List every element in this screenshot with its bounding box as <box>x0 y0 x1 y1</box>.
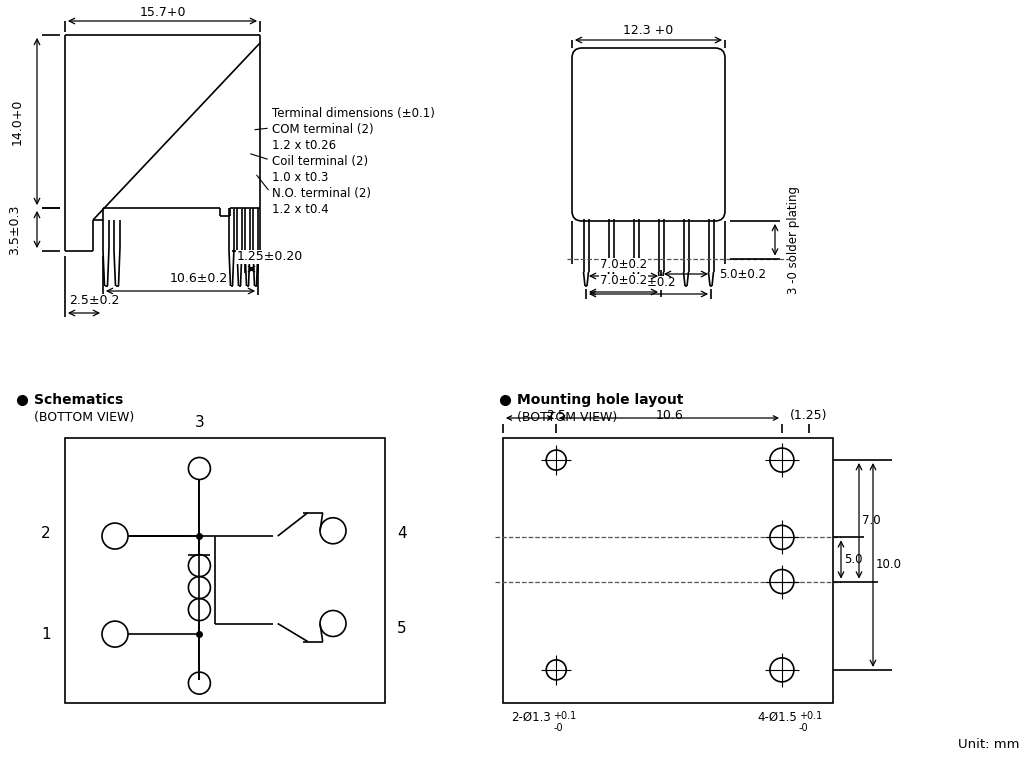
Text: 12.3 +0: 12.3 +0 <box>624 24 673 37</box>
Text: (BOTTOM VIEW): (BOTTOM VIEW) <box>517 410 617 423</box>
Text: 10.0±0.2: 10.0±0.2 <box>621 276 676 289</box>
Text: 3: 3 <box>194 415 205 430</box>
Text: 1.2 x t0.26: 1.2 x t0.26 <box>272 139 336 152</box>
Text: 1: 1 <box>41 626 51 642</box>
Bar <box>503 438 833 703</box>
Text: Schematics: Schematics <box>34 393 123 407</box>
Text: +0.1
-0: +0.1 -0 <box>799 711 822 732</box>
Text: 1.2 x t0.4: 1.2 x t0.4 <box>272 203 329 216</box>
Text: (BOTTOM VIEW): (BOTTOM VIEW) <box>34 410 134 423</box>
Text: 10.6±0.2: 10.6±0.2 <box>170 272 227 285</box>
Text: 5: 5 <box>397 621 406 636</box>
Text: 2.5±0.2: 2.5±0.2 <box>69 295 119 307</box>
Text: 2: 2 <box>41 526 51 541</box>
Text: +0.1
-0: +0.1 -0 <box>553 711 577 732</box>
Text: 10.6: 10.6 <box>656 409 682 422</box>
Text: 4-Ø1.5: 4-Ø1.5 <box>757 711 797 724</box>
Text: 2.5: 2.5 <box>546 409 567 422</box>
Text: 14.0+0: 14.0+0 <box>10 98 24 145</box>
Text: Terminal dimensions (±0.1): Terminal dimensions (±0.1) <box>272 107 435 120</box>
Text: Coil terminal (2): Coil terminal (2) <box>272 155 368 168</box>
Text: 5.0±0.2: 5.0±0.2 <box>719 268 766 281</box>
Text: 1.0 x t0.3: 1.0 x t0.3 <box>272 171 329 184</box>
Text: COM terminal (2): COM terminal (2) <box>272 123 373 136</box>
Text: Mounting hole layout: Mounting hole layout <box>517 393 683 407</box>
Text: 7.0±0.2: 7.0±0.2 <box>600 259 647 272</box>
Text: N.O. terminal (2): N.O. terminal (2) <box>272 187 371 200</box>
Text: 7.0±0.2: 7.0±0.2 <box>600 275 647 288</box>
Text: 3.5±0.3: 3.5±0.3 <box>8 204 22 255</box>
Bar <box>65 438 385 703</box>
Text: 2-Ø1.3: 2-Ø1.3 <box>512 711 551 724</box>
Text: 15.7+0: 15.7+0 <box>140 5 186 18</box>
Text: 7.0: 7.0 <box>862 514 881 527</box>
Text: 4: 4 <box>397 526 406 541</box>
Text: (1.25): (1.25) <box>790 409 827 422</box>
Text: Unit: mm: Unit: mm <box>957 738 1020 751</box>
Text: 5.0: 5.0 <box>844 553 862 566</box>
Text: 1.25±0.20: 1.25±0.20 <box>237 250 303 263</box>
Text: 10.0: 10.0 <box>876 559 902 571</box>
Text: 3 -0 solder plating: 3 -0 solder plating <box>787 185 799 294</box>
